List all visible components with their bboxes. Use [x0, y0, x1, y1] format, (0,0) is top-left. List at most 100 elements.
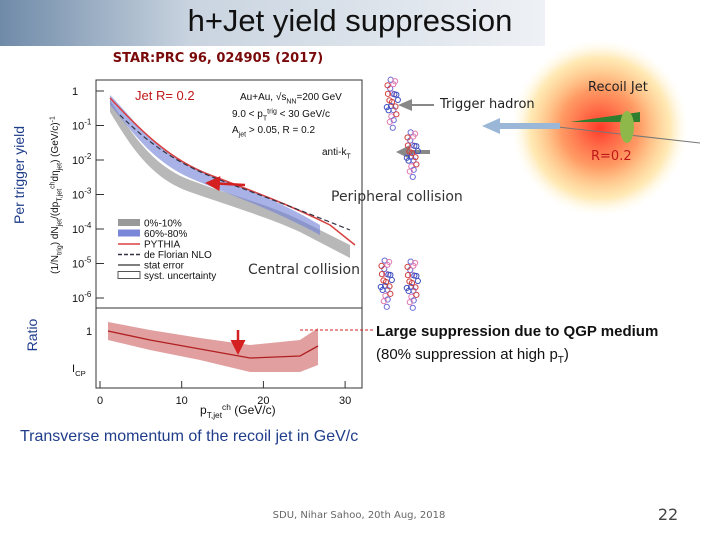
text: -1 — [50, 116, 57, 122]
nucleon — [378, 262, 385, 269]
text: ch — [222, 402, 231, 412]
text: 10 — [72, 155, 84, 167]
nucleon — [404, 272, 412, 279]
text: Au+Au, √sNN=200 GeV — [240, 91, 342, 106]
text: anti-k — [322, 147, 347, 158]
text: NN — [286, 99, 296, 106]
annotation: Peripheral collision — [331, 189, 463, 205]
title-bar — [0, 0, 545, 46]
medium-glow — [512, 40, 688, 216]
nucleon — [406, 299, 413, 306]
text: (80% suppression at high p — [376, 346, 558, 363]
legend-swatch — [118, 219, 140, 226]
y-tick-label: 1 — [86, 326, 92, 338]
annotation: R=0.2 — [591, 149, 632, 164]
nucleon — [403, 284, 410, 292]
text: ) dN — [50, 226, 61, 245]
nucleon — [406, 168, 413, 175]
text: =200 GeV — [296, 92, 342, 103]
nucleon — [393, 111, 400, 118]
x-tick-label: 20 — [257, 395, 269, 407]
y-tick-label: 10-4 — [72, 221, 92, 236]
jet-axis — [539, 124, 701, 144]
text: T,jet — [207, 410, 223, 420]
x-tick-label: 30 — [339, 395, 351, 407]
nucleon — [412, 259, 419, 267]
text: jet — [57, 219, 64, 227]
text: -2 — [84, 152, 92, 161]
nucleon — [394, 96, 401, 104]
text: 9.0 < pTtrig < 30 GeV/c — [232, 109, 330, 123]
nucleon — [404, 263, 411, 270]
nucleon — [386, 97, 393, 104]
text: trig — [57, 245, 64, 255]
ratio-band — [108, 322, 318, 372]
nucleon — [392, 78, 399, 85]
nucleon — [386, 258, 393, 266]
side-label: Per trigger yield — [11, 126, 27, 224]
nucleon — [410, 166, 417, 173]
text: anti-kT — [322, 147, 351, 161]
text: 1 — [72, 86, 78, 98]
text: I — [72, 363, 75, 375]
text: (1/N — [50, 255, 61, 274]
text: ) — [564, 346, 569, 363]
text: jet — [57, 163, 64, 171]
info-box: Au+Au, √sNN=200 GeV 9.0 < pTtrig < 30 GeV… — [232, 91, 351, 161]
text: ) (GeV/c) — [50, 122, 61, 163]
nucleon — [405, 287, 412, 295]
text: -3 — [84, 187, 92, 196]
text: pT,jetch (GeV/c) — [200, 402, 276, 420]
text: -4 — [84, 221, 92, 230]
nucleon — [414, 277, 421, 285]
text: T — [263, 116, 268, 123]
nucleon — [388, 276, 395, 284]
text: 10 — [72, 293, 84, 305]
nucleon — [410, 297, 417, 304]
x-tick-label: 10 — [176, 395, 188, 407]
nucleon — [413, 291, 420, 298]
legend-swatch — [118, 229, 140, 237]
annotation: (80% suppression at high pT) — [376, 346, 569, 366]
text: √s — [276, 91, 287, 103]
text: -1 — [84, 118, 92, 127]
nucleon — [383, 104, 390, 111]
legend-label: syst. uncertainty — [144, 271, 216, 282]
text: 10 — [72, 190, 84, 202]
nucleon — [403, 154, 410, 161]
nucleon — [412, 154, 419, 161]
text: A — [232, 125, 239, 136]
nucleon — [378, 271, 386, 278]
y-tick-label: 10-1 — [72, 118, 92, 133]
text: dη — [50, 170, 61, 181]
nucleon — [379, 286, 386, 294]
nucleon — [390, 117, 397, 124]
page-number: 22 — [658, 505, 678, 524]
text: CP — [75, 369, 86, 378]
text: T — [558, 355, 564, 366]
nucleon — [412, 284, 419, 291]
text: -5 — [84, 256, 92, 265]
side-label: Ratio — [24, 318, 40, 351]
nucleon — [406, 148, 413, 155]
arrow — [398, 99, 434, 111]
annotation: Central collision — [248, 262, 360, 278]
y-tick-label: 10-5 — [72, 256, 92, 271]
nucleon — [412, 130, 419, 137]
nuclei — [377, 76, 421, 311]
legend-label: 0%-10% — [144, 219, 182, 230]
nucleon — [380, 298, 387, 305]
nucleon — [384, 296, 391, 303]
y-tick-label: 10-3 — [72, 187, 92, 202]
legend-label: stat error — [144, 261, 185, 272]
text: ch — [50, 181, 57, 189]
nucleon — [380, 277, 387, 284]
nucleon — [414, 147, 421, 155]
nucleon — [386, 118, 393, 125]
text: T — [346, 154, 351, 161]
nucleon — [389, 124, 396, 131]
nucleon — [404, 142, 412, 149]
x-tick-label: 0 — [97, 395, 103, 407]
nucleon — [404, 134, 411, 141]
